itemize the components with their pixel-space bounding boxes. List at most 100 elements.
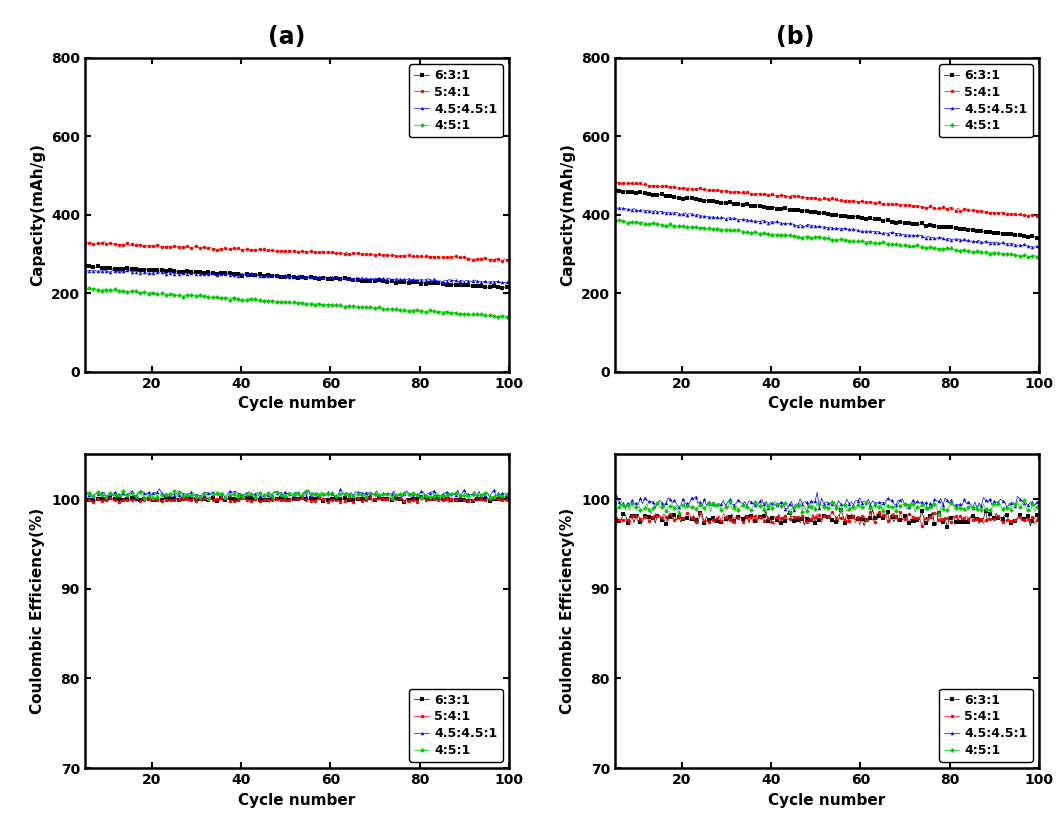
4.5:4.5:1: [498, 278, 511, 287]
4.5:4.5:1: [687, 493, 700, 503]
6:3:1: [485, 494, 498, 504]
5:4:1: [483, 254, 496, 264]
4.5:4.5:1: [608, 497, 621, 507]
4:5:1: [613, 216, 625, 225]
4:5:1: [157, 289, 170, 299]
Text: (a): (a): [267, 25, 305, 49]
Legend: 6:3:1, 5:4:1, 4.5:4.5:1, 4:5:1: 6:3:1, 5:4:1, 4.5:4.5:1, 4:5:1: [939, 64, 1032, 137]
6:3:1: [104, 493, 117, 503]
4:5:1: [1022, 252, 1035, 262]
4:5:1: [687, 501, 700, 510]
6:3:1: [634, 517, 647, 527]
6:3:1: [399, 497, 411, 507]
5:4:1: [687, 510, 700, 520]
4:5:1: [471, 490, 483, 500]
4:5:1: [625, 498, 638, 508]
5:4:1: [1011, 210, 1024, 220]
4:5:1: [1013, 251, 1026, 261]
4:5:1: [104, 488, 117, 498]
4.5:4.5:1: [483, 277, 496, 287]
4.5:4.5:1: [1011, 240, 1024, 250]
5:4:1: [496, 256, 509, 266]
Line: 5:4:1: 5:4:1: [83, 495, 511, 505]
Line: 4:5:1: 4:5:1: [83, 488, 511, 501]
4:5:1: [689, 222, 702, 232]
4:5:1: [1018, 496, 1030, 506]
6:3:1: [608, 516, 621, 526]
6:3:1: [1011, 230, 1024, 240]
Y-axis label: Coulombic Efficiency(%): Coulombic Efficiency(%): [561, 508, 576, 714]
6:3:1: [159, 266, 172, 276]
6:3:1: [625, 187, 638, 197]
6:3:1: [634, 188, 647, 197]
6:3:1: [98, 262, 110, 272]
6:3:1: [471, 494, 483, 504]
6:3:1: [194, 494, 207, 504]
4:5:1: [78, 487, 91, 496]
5:4:1: [625, 510, 638, 520]
4:5:1: [1032, 501, 1045, 510]
Line: 4.5:4.5:1: 4.5:4.5:1: [613, 491, 1041, 512]
Line: 5:4:1: 5:4:1: [83, 240, 511, 263]
4.5:4.5:1: [502, 277, 515, 287]
4.5:4.5:1: [104, 490, 117, 500]
5:4:1: [502, 254, 515, 264]
4.5:4.5:1: [722, 213, 735, 223]
6:3:1: [941, 522, 954, 532]
4:5:1: [1032, 252, 1045, 262]
4:5:1: [78, 283, 91, 293]
4:5:1: [1013, 502, 1026, 512]
5:4:1: [722, 510, 735, 520]
4.5:4.5:1: [722, 497, 735, 507]
6:3:1: [687, 511, 700, 521]
4.5:4.5:1: [89, 265, 102, 275]
4:5:1: [466, 309, 479, 319]
4:5:1: [157, 491, 170, 501]
5:4:1: [106, 239, 119, 249]
4:5:1: [95, 286, 108, 296]
Line: 5:4:1: 5:4:1: [613, 510, 1041, 528]
4:5:1: [933, 509, 946, 519]
4.5:4.5:1: [502, 488, 515, 498]
Y-axis label: Coulombic Efficiency(%): Coulombic Efficiency(%): [31, 508, 46, 714]
4.5:4.5:1: [634, 493, 647, 503]
5:4:1: [104, 493, 117, 503]
6:3:1: [866, 505, 879, 515]
4.5:4.5:1: [194, 269, 207, 279]
4.5:4.5:1: [159, 268, 172, 278]
4:5:1: [608, 216, 621, 226]
6:3:1: [502, 494, 515, 504]
Line: 4.5:4.5:1: 4.5:4.5:1: [83, 268, 511, 284]
Line: 4:5:1: 4:5:1: [613, 498, 1041, 516]
4:5:1: [502, 490, 515, 500]
5:4:1: [194, 244, 207, 254]
5:4:1: [98, 236, 110, 246]
6:3:1: [469, 281, 481, 291]
5:4:1: [95, 496, 108, 506]
5:4:1: [687, 185, 700, 195]
4.5:4.5:1: [1032, 242, 1045, 252]
4:5:1: [628, 217, 640, 227]
5:4:1: [915, 521, 928, 531]
4:5:1: [485, 491, 498, 501]
6:3:1: [1032, 515, 1045, 525]
4:5:1: [999, 502, 1011, 512]
4.5:4.5:1: [625, 496, 638, 506]
4.5:4.5:1: [996, 237, 1009, 247]
Line: 5:4:1: 5:4:1: [613, 180, 1041, 218]
5:4:1: [485, 494, 498, 504]
Y-axis label: Capacity(mAh/g): Capacity(mAh/g): [561, 144, 576, 286]
6:3:1: [722, 516, 735, 526]
5:4:1: [996, 207, 1009, 217]
6:3:1: [106, 264, 119, 274]
5:4:1: [1032, 210, 1045, 220]
4:5:1: [634, 505, 647, 515]
4.5:4.5:1: [106, 265, 119, 275]
6:3:1: [502, 283, 515, 293]
5:4:1: [634, 178, 647, 188]
4.5:4.5:1: [1015, 496, 1028, 506]
4:5:1: [192, 490, 205, 500]
4.5:4.5:1: [161, 492, 174, 502]
Line: 4.5:4.5:1: 4.5:4.5:1: [613, 206, 1041, 249]
5:4:1: [625, 178, 638, 188]
